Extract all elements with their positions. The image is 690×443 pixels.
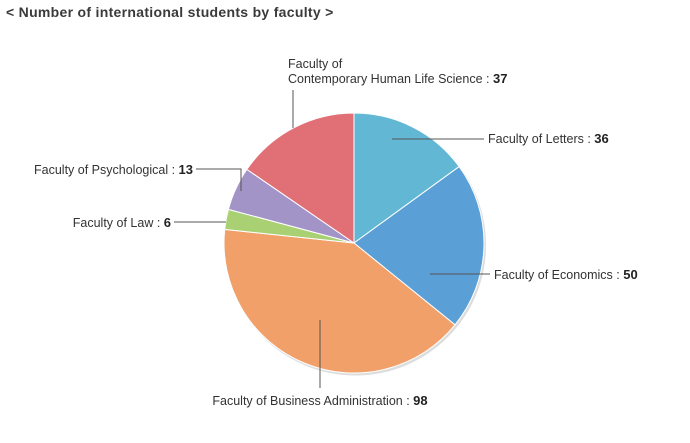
slice-value-1: 36 — [594, 131, 608, 146]
slice-label-5: Faculty of Psychological : 13 — [34, 162, 193, 177]
slice-value-6: 37 — [493, 71, 507, 86]
slice-label-6-line-1: Faculty of — [288, 57, 343, 71]
slice-value-3: 98 — [413, 393, 427, 408]
chart-title: < Number of international students by fa… — [6, 4, 334, 20]
slice-label-4: Faculty of Law : 6 — [73, 215, 171, 230]
pie-slice-2 — [353, 165, 485, 326]
slice-label-2: Faculty of Economics : 50 — [494, 267, 638, 282]
slice-value-4: 6 — [164, 215, 171, 230]
pie-slice-3 — [223, 228, 456, 374]
slice-value-2: 50 — [623, 267, 637, 282]
slice-label-6-line-2: Contemporary Human Life Science : 37 — [288, 71, 507, 86]
leader-line-5 — [196, 168, 242, 191]
slice-label-3: Faculty of Business Administration : 98 — [212, 393, 427, 408]
slice-label-1: Faculty of Letters : 36 — [488, 131, 609, 146]
pie-slice-1 — [353, 112, 460, 244]
slice-value-5: 13 — [179, 162, 193, 177]
